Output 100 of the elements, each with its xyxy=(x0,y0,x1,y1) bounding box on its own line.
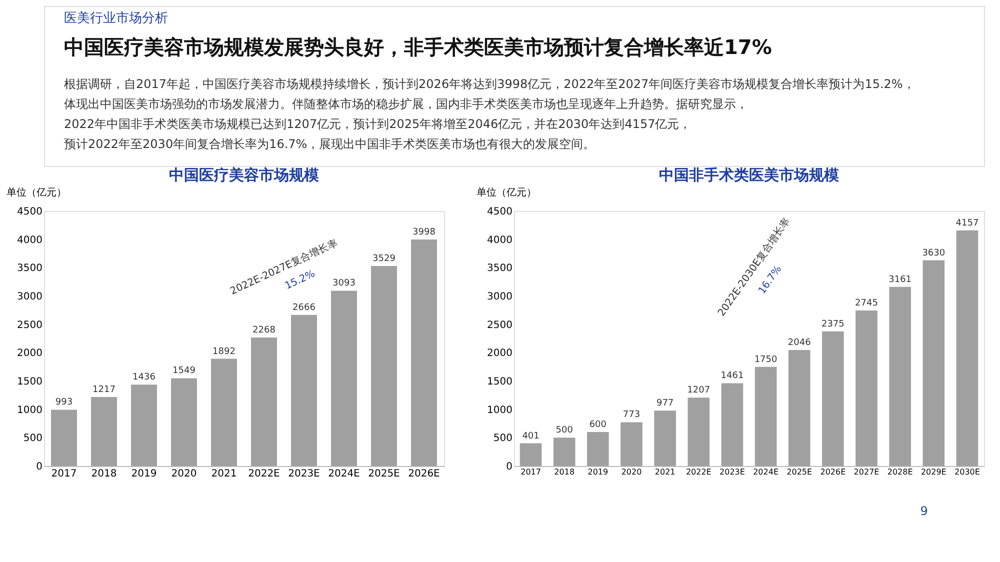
data-label: 1436 xyxy=(132,372,156,383)
data-label: 2046 xyxy=(788,338,812,348)
text: 医美行业市场分析 xyxy=(64,10,168,26)
bar xyxy=(754,366,777,466)
data-label: 1549 xyxy=(172,366,196,376)
y-tick-label: 4000 xyxy=(487,234,512,246)
text: 根据调研，自2017年起，中国医疗美容市场规模持续增长，预计到2026年将达到3998亿元，2022年至2027年间医疗美容市场规模复合增长率预计为15.2%， xyxy=(64,77,915,91)
bar xyxy=(331,290,357,466)
y-tick-label: 1500 xyxy=(487,376,512,388)
y-tick-label: 3500 xyxy=(17,263,42,274)
data-label: 1207 xyxy=(687,386,710,396)
bar xyxy=(688,398,710,466)
y-tick-label: 1000 xyxy=(17,404,42,416)
x-tick-label: 2020 xyxy=(621,468,642,476)
data-label: 1217 xyxy=(92,385,116,396)
data-label: 401 xyxy=(522,431,540,442)
data-label: 773 xyxy=(622,410,640,420)
x-tick-label: 2017 xyxy=(51,468,77,480)
data-label: 2745 xyxy=(855,298,878,308)
y-tick-label: 1000 xyxy=(487,404,512,416)
data-label: 1892 xyxy=(212,346,236,357)
bar xyxy=(721,383,744,466)
data-label: 3093 xyxy=(332,278,356,289)
x-tick-label: 2020 xyxy=(171,468,197,480)
data-label: 4157 xyxy=(956,218,979,228)
y-tick-label: 500 xyxy=(23,433,42,444)
bar xyxy=(553,438,576,466)
chart-title: 中国非手术类医美市场规模 xyxy=(659,166,840,184)
bar xyxy=(291,314,317,466)
x-tick-label: 2024E xyxy=(753,468,778,476)
bar xyxy=(922,260,945,466)
y-tick-label: 4000 xyxy=(17,234,42,246)
bar xyxy=(620,422,642,466)
x-tick-label: 2030E xyxy=(954,468,980,476)
data-label: 3998 xyxy=(412,227,436,238)
x-tick-label: 2022E xyxy=(686,468,712,476)
y-tick-label: 4500 xyxy=(17,206,42,218)
x-tick-label: 2019 xyxy=(131,468,157,480)
data-label: 977 xyxy=(656,398,674,409)
y-tick-label: 2000 xyxy=(17,348,42,360)
y-tick-label: 0 xyxy=(506,462,512,472)
x-tick-label: 2027E xyxy=(854,468,880,476)
y-tick-label: 0 xyxy=(36,462,42,472)
bar xyxy=(51,410,77,466)
bar xyxy=(956,230,978,466)
y-tick-label: 3500 xyxy=(487,263,512,274)
data-label: 3161 xyxy=(888,274,912,285)
x-tick-label: 2026E xyxy=(820,468,846,476)
y-tick-label: 500 xyxy=(493,433,512,444)
y-tick-label: 2000 xyxy=(487,348,512,360)
x-tick-label: 2021 xyxy=(211,468,237,480)
y-axis-title: 单位（亿元） xyxy=(6,186,66,198)
bar xyxy=(211,358,237,466)
bar xyxy=(654,410,676,466)
y-tick-label: 3000 xyxy=(487,292,512,302)
y-tick-label: 2500 xyxy=(487,320,512,331)
data-label: 2666 xyxy=(292,302,316,313)
x-tick-label: 2021 xyxy=(654,468,676,476)
bar xyxy=(251,337,277,466)
bar xyxy=(788,350,810,466)
bar xyxy=(91,397,117,466)
bar xyxy=(371,266,397,466)
chart-title: 中国医疗美容市场规模 xyxy=(169,166,320,184)
text: 预计2022年至2030年间复合增长率为16.7%，展现出中国非手术类医美市场也有很大的发展空间。 xyxy=(64,137,596,151)
bar xyxy=(587,432,609,466)
data-label: 993 xyxy=(55,398,73,408)
x-tick-label: 2025E xyxy=(786,468,812,476)
bar xyxy=(171,378,197,466)
data-label: 3529 xyxy=(372,254,396,264)
text: 2022年中国非手术类医美市场规模已达到1207亿元，预计到2025年将增至2046亿元，并在2030年达到4157亿元， xyxy=(64,117,692,131)
text: 体现出中国医美市场强劲的市场发展潜力。伴随整体市场的稳步扩展，国内非手术类医美市场也呈现逐年上升趋势。据研究显示， xyxy=(64,97,748,111)
bar xyxy=(131,384,157,466)
data-label: 2268 xyxy=(252,325,276,336)
bar xyxy=(856,310,878,466)
data-label: 3630 xyxy=(922,248,946,258)
x-tick-label: 2017 xyxy=(520,468,541,476)
text: 中国医疗美容市场规模发展势头良好，非手术类医美市场预计复合增长率近17% xyxy=(64,35,772,59)
x-tick-label: 2019 xyxy=(588,468,608,476)
data-label: 1750 xyxy=(754,354,778,365)
y-tick-label: 4500 xyxy=(487,206,512,218)
x-tick-label: 2025E xyxy=(368,468,400,480)
x-tick-label: 2028E xyxy=(887,468,913,476)
y-tick-label: 2500 xyxy=(17,320,42,331)
x-tick-label: 2022E xyxy=(248,468,280,480)
y-axis-title: 单位（亿元） xyxy=(476,186,536,198)
x-tick-label: 2023E xyxy=(288,468,320,480)
bar xyxy=(520,443,542,466)
x-tick-label: 2029E xyxy=(920,468,946,476)
x-tick-label: 2023E xyxy=(720,468,745,476)
y-tick-label: 3000 xyxy=(17,292,42,302)
x-tick-label: 2018 xyxy=(91,468,117,480)
x-tick-label: 2024E xyxy=(328,468,360,480)
bar xyxy=(411,239,437,466)
x-tick-label: 2018 xyxy=(554,468,575,476)
bar xyxy=(889,286,911,466)
y-tick-label: 1500 xyxy=(17,376,42,388)
data-label: 600 xyxy=(589,420,607,430)
data-label: 2375 xyxy=(821,319,844,330)
text: 9 xyxy=(920,504,928,518)
data-label: 500 xyxy=(556,426,574,436)
